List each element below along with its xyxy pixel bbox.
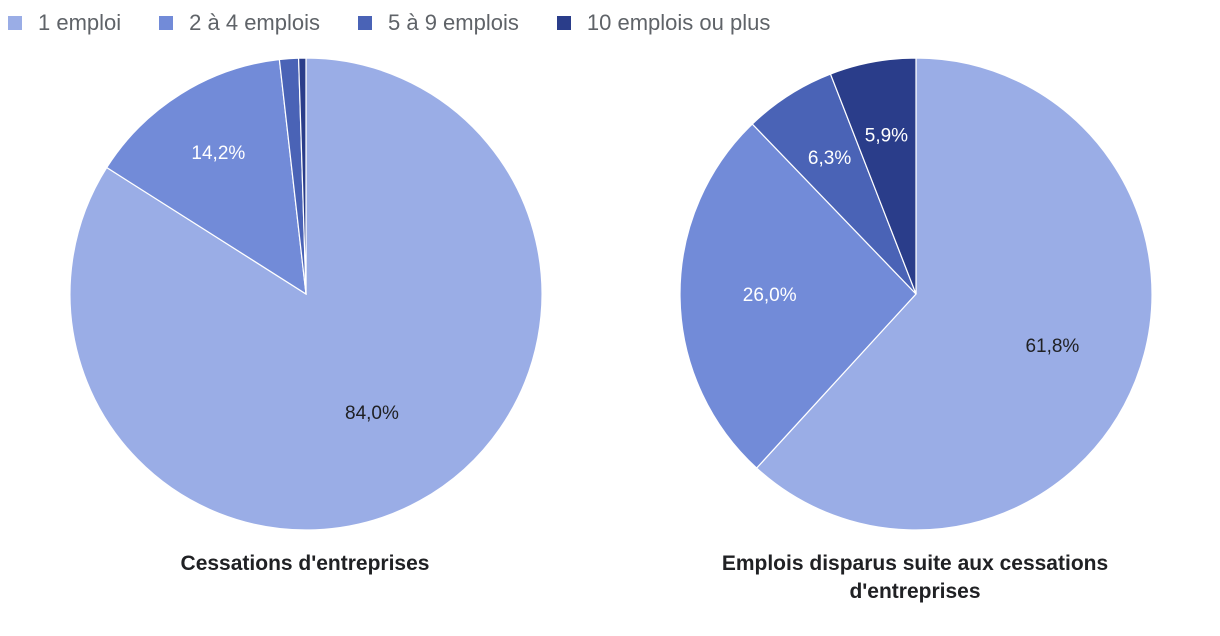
- pie-chart-emplois-disparus: 61,8% 26,0% 6,3% 5,9%: [679, 57, 1153, 531]
- legend-swatch: [8, 16, 22, 30]
- legend: 1 emploi 2 à 4 emplois 5 à 9 emplois 10 …: [8, 8, 808, 38]
- slice-data-label: 6,3%: [808, 148, 851, 169]
- slice-data-label: 84,0%: [345, 403, 399, 424]
- legend-swatch: [159, 16, 174, 30]
- legend-label: 5 à 9 emplois: [388, 10, 519, 35]
- legend-item-10-plus-emplois[interactable]: 10 emplois ou plus: [556, 10, 771, 36]
- slice-data-label: 5,9%: [865, 125, 908, 146]
- chart-title-emplois-disparus: Emplois disparus suite aux cessations d'…: [721, 552, 1109, 603]
- legend-item-5-9-emplois[interactable]: 5 à 9 emplois: [358, 10, 519, 36]
- slice-data-label: 14,2%: [191, 143, 245, 164]
- pie-slice-4[interactable]: [829, 57, 917, 295]
- pie-slice-2[interactable]: [105, 58, 307, 296]
- legend-swatch: [556, 16, 571, 30]
- slice-data-label: 61,8%: [1025, 336, 1079, 357]
- legend-label: 10 emplois ou plus: [586, 10, 771, 35]
- legend-item-2-4-emplois[interactable]: 2 à 4 emplois: [159, 10, 320, 36]
- pie-slice-4[interactable]: [297, 57, 307, 295]
- pie-slice-2[interactable]: [679, 123, 917, 469]
- legend-label: 1 emploi: [38, 10, 122, 35]
- slice-data-label: 26,0%: [743, 285, 797, 306]
- legend-label: 2 à 4 emplois: [189, 10, 321, 35]
- pie-slice-1[interactable]: [755, 57, 1153, 531]
- legend-swatch: [358, 16, 373, 30]
- legend-item-1-emploi[interactable]: 1 emploi: [8, 10, 121, 36]
- chart-title-cessations: Cessations d'entreprises: [180, 552, 430, 575]
- pie-chart-cessations: 84,0% 14,2%: [69, 57, 543, 531]
